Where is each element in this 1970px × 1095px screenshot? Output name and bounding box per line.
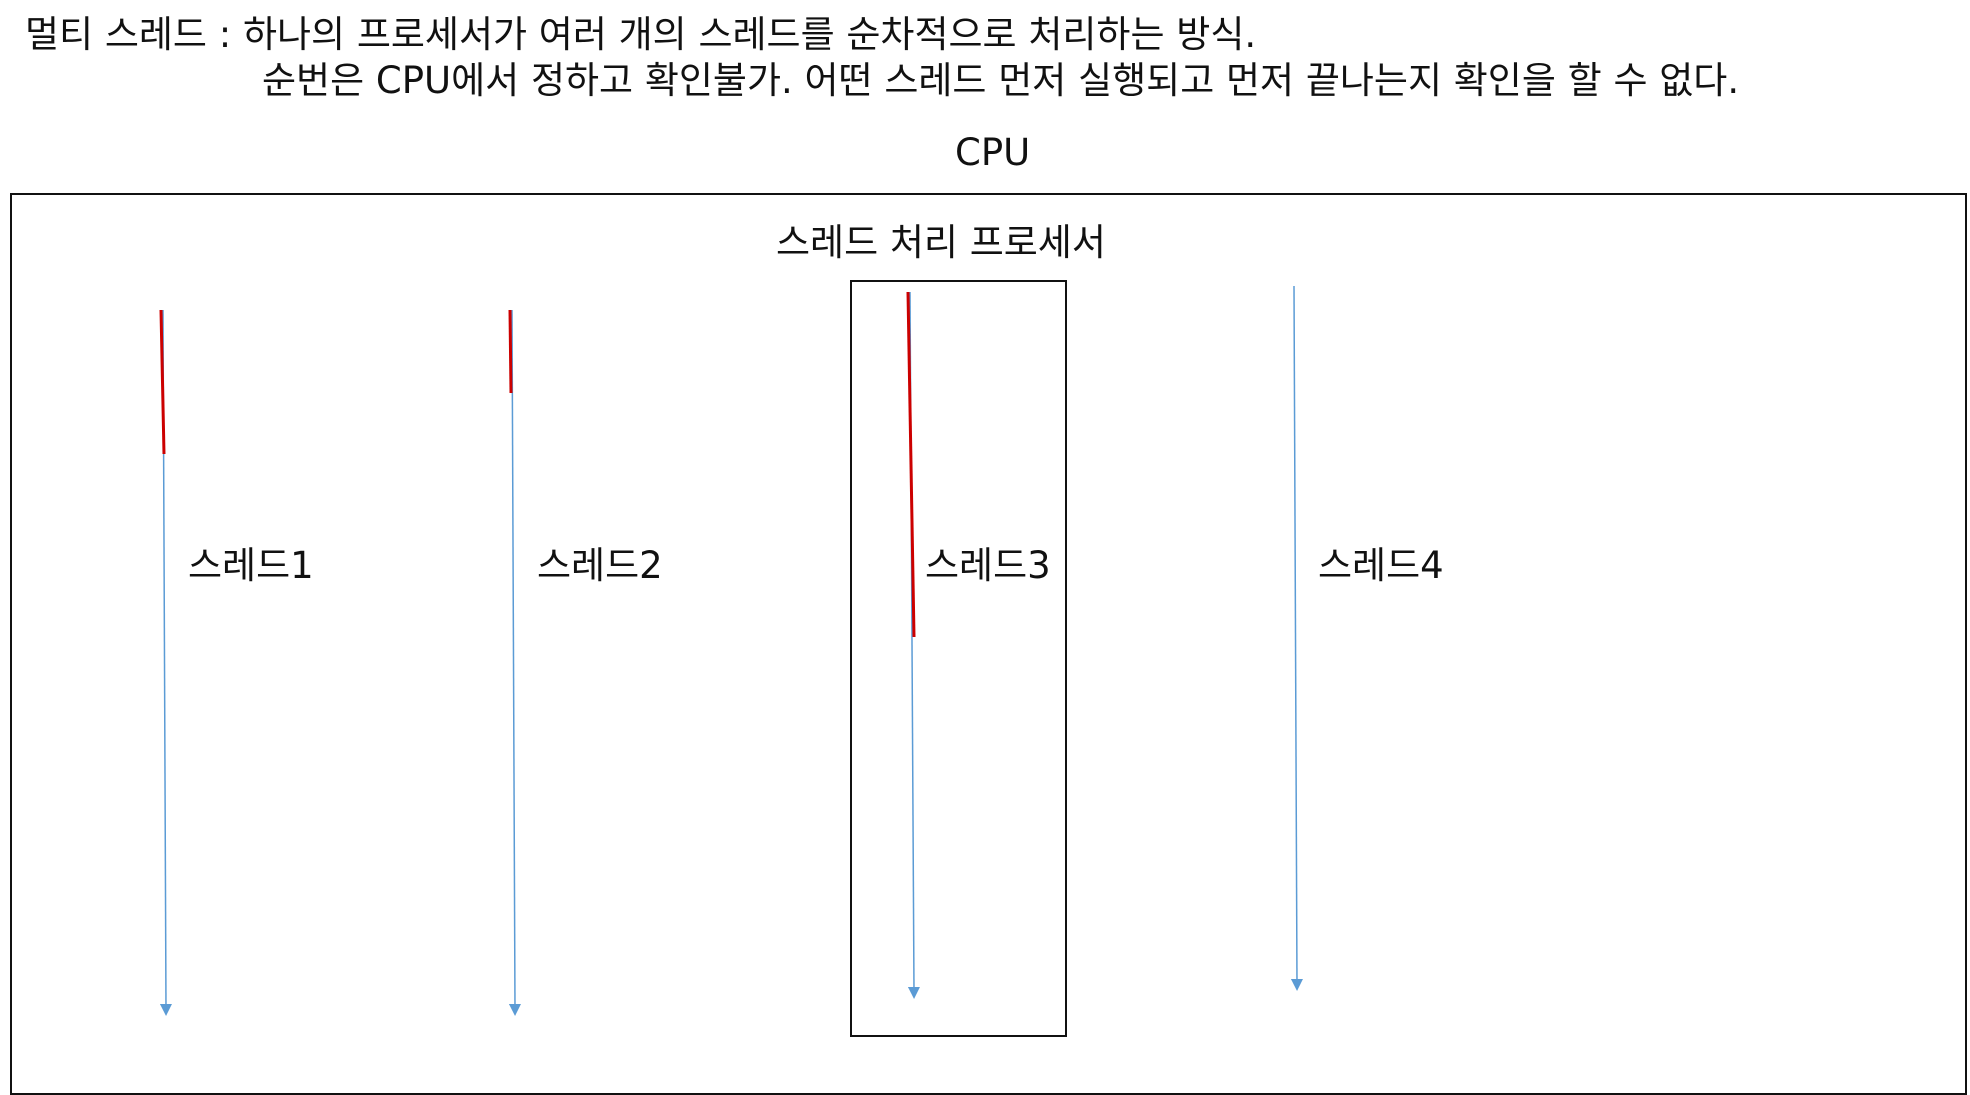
- multithread-note: 순번은 CPU에서 정하고 확인불가. 어떤 스레드 먼저 실행되고 먼저 끝나…: [262, 59, 1740, 102]
- thread-4-arrow: [1290, 285, 1303, 991]
- thread-2-label: 스레드2: [537, 544, 663, 587]
- processor-label: 스레드 처리 프로세서: [776, 221, 1106, 264]
- thread3-selection-box: [850, 280, 1067, 1037]
- thread-2: 스레드2: [508, 309, 663, 1016]
- multithread-definition: 멀티 스레드 : 하나의 프로세서가 여러 개의 스레드를 순차적으로 처리하는…: [25, 13, 1257, 56]
- thread-1-label: 스레드1: [188, 544, 314, 587]
- thread-4-label: 스레드4: [1318, 544, 1444, 587]
- thread-3-label: 스레드3: [925, 544, 1051, 587]
- thread-2-arrow: [508, 309, 521, 1016]
- thread-4: 스레드4: [1290, 285, 1444, 991]
- thread-1: 스레드1: [159, 309, 314, 1016]
- thread-3: 스레드3: [906, 291, 1051, 999]
- thread-2-executing-segment: [508, 309, 513, 394]
- thread-1-executing-segment: [159, 309, 166, 455]
- cpu-label: CPU: [955, 131, 1031, 174]
- cpu-box: [10, 193, 1967, 1095]
- thread-3-executing-segment: [906, 291, 916, 638]
